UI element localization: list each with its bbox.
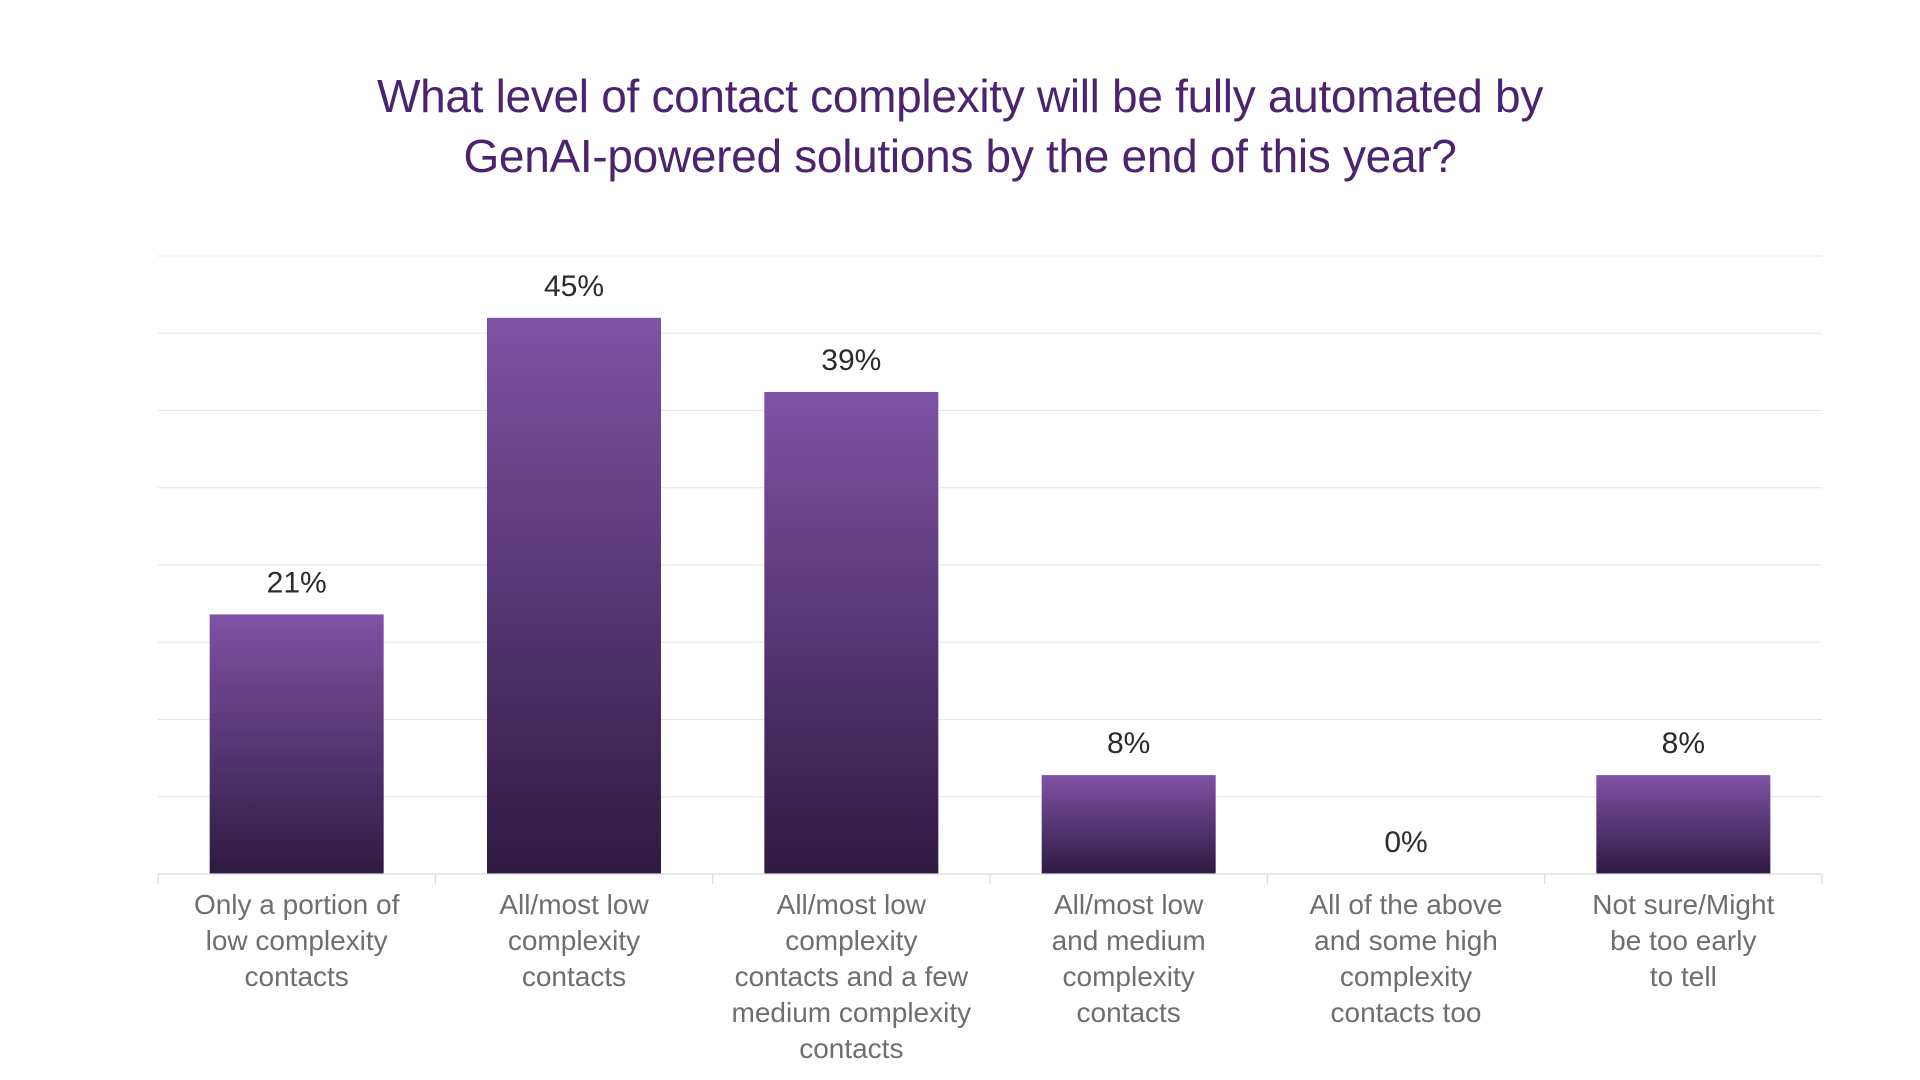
category-label: All of the above and some high complexity c… [1309,889,1502,1028]
category-label-line: All/most low [1054,889,1204,920]
category-label-line: contacts and a few [735,961,969,992]
category-label-line: complexity [508,925,640,956]
data-label: 45% [544,270,604,303]
data-label: 8% [1107,727,1150,760]
data-labels: 21% 45% 39% 8% 0% 8% [267,270,1705,859]
category-label-line: contacts [245,961,349,992]
category-label-line: complexity [785,925,917,956]
data-label: 21% [267,566,327,599]
category-label-line: and some high [1314,925,1498,956]
category-label-line: be too early [1610,925,1756,956]
data-label: 0% [1384,826,1427,859]
chart-title-line-1: What level of contact complexity will be… [376,70,1544,122]
category-label-line: Not sure/Might [1592,889,1774,920]
bar [764,391,939,874]
gridlines [158,255,1822,798]
category-label: All/most low complexity contacts and a few… [732,889,972,1064]
category-label-line: contacts [1077,997,1181,1028]
category-label: All/most low and medium complexity contacts [1052,889,1206,1028]
category-label-line: All of the above [1309,889,1502,920]
bar [1041,775,1216,874]
bar [1596,775,1771,874]
category-label-line: contacts [799,1033,903,1064]
category-label-line: contacts [522,961,626,992]
bar [487,317,661,874]
category-label-line: medium complexity [732,997,972,1028]
category-label: All/most low complexity contacts [499,889,649,992]
bar [209,614,384,874]
category-label-line: complexity [1063,961,1195,992]
category-label-line: and medium [1052,925,1206,956]
category-label-line: All/most low [499,889,649,920]
data-label: 8% [1662,727,1705,760]
data-label: 39% [821,344,881,377]
category-label: Only a portion of low complexity contacts [194,889,400,992]
category-label-line: low complexity [206,925,388,956]
x-axis [157,873,1823,884]
category-label-line: contacts too [1331,997,1482,1028]
category-label-line: to tell [1650,961,1717,992]
category-label-line: complexity [1340,961,1472,992]
category-labels: Only a portion of low complexity contactsA… [194,889,1775,1064]
chart-title: What level of contact complexity will be… [0,66,1920,186]
category-label: Not sure/Might be too early to tell [1592,889,1774,992]
bars [209,317,1771,874]
category-label-line: Only a portion of [194,889,400,920]
chart-title-line-2: GenAI-powered solutions by the end of th… [463,130,1457,182]
category-label-line: All/most low [777,889,927,920]
